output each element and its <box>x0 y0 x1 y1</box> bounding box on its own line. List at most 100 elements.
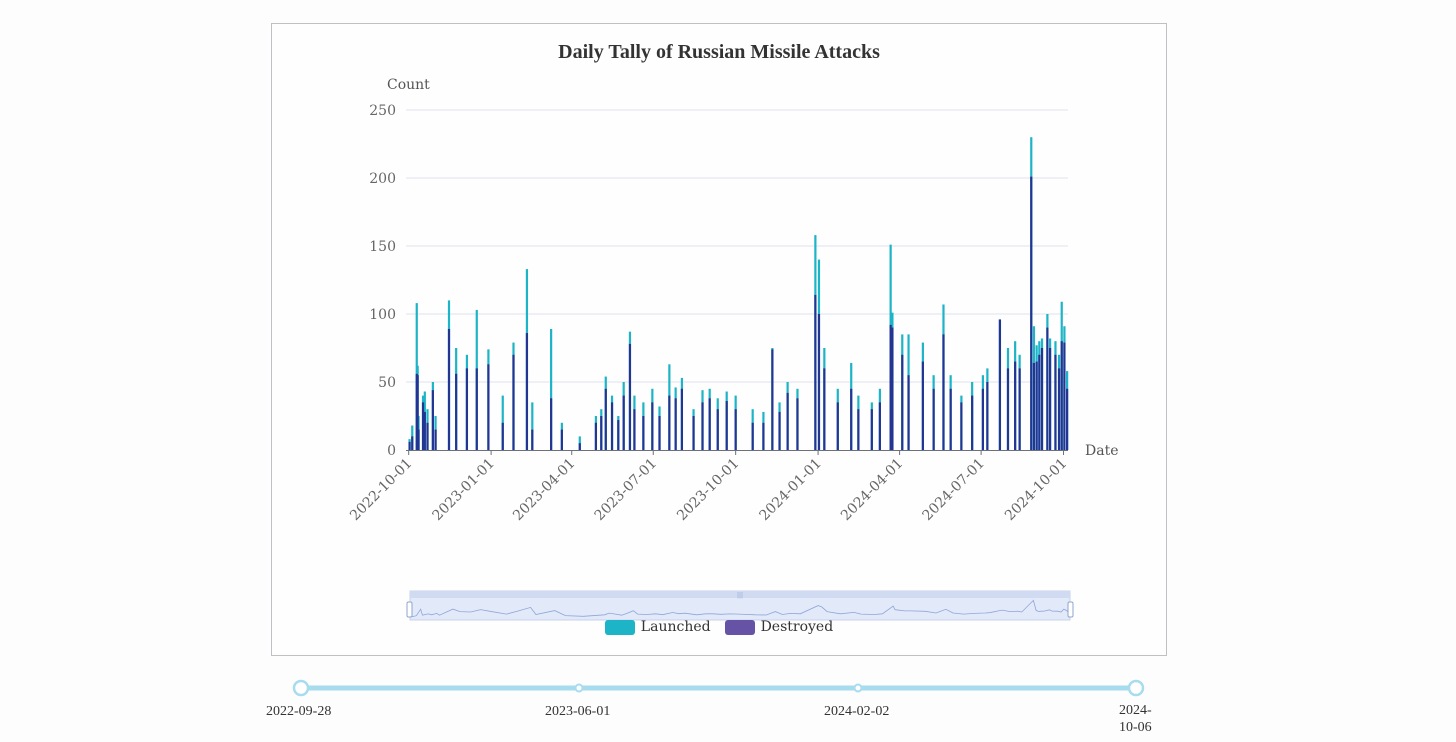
bar-destroyed <box>971 395 974 450</box>
bar-destroyed <box>701 402 704 450</box>
legend-label-destroyed: Destroyed <box>760 619 834 635</box>
bar-destroyed <box>578 443 581 450</box>
zoom-left-handle <box>406 601 413 618</box>
legend: Launched Destroyed <box>272 619 1166 635</box>
bar-destroyed <box>778 411 781 450</box>
y-tick-label: 100 <box>369 307 396 323</box>
bar-destroyed <box>600 416 603 450</box>
bar-destroyed <box>411 436 414 450</box>
bar-destroyed <box>986 382 989 450</box>
timeline-label-end-line1: 2024- <box>1119 703 1152 718</box>
bar-destroyed <box>716 409 719 450</box>
bar-destroyed <box>1006 368 1010 450</box>
bar-destroyed <box>1014 361 1017 450</box>
timeline-label-end-line2: 10-06 <box>1119 720 1152 735</box>
bar-destroyed <box>426 422 429 450</box>
x-tick-label: 2024-07-01 <box>920 456 988 524</box>
bar-destroyed <box>680 388 684 450</box>
bar-destroyed <box>416 375 419 450</box>
bar-destroyed <box>642 416 645 450</box>
bar-destroyed <box>628 343 632 450</box>
grid-lines <box>406 109 1068 383</box>
bar-destroyed <box>525 333 529 450</box>
bar-destroyed <box>1066 388 1069 450</box>
y-tick-label: 50 <box>378 375 396 391</box>
bar-destroyed <box>725 401 728 450</box>
bar-destroyed <box>771 349 774 450</box>
legend-label-launched: Launched <box>640 619 711 635</box>
x-axis-label: Date <box>1085 443 1118 459</box>
bar-destroyed <box>622 395 625 450</box>
bar-launched <box>531 402 534 450</box>
legend-item-destroyed[interactable]: Destroyed <box>724 619 834 635</box>
x-tick-label: 2023-07-01 <box>592 456 660 524</box>
bar-destroyed <box>594 422 598 450</box>
bar-destroyed <box>878 402 881 450</box>
bar-destroyed <box>814 294 817 450</box>
bar-destroyed <box>475 368 478 450</box>
bar-destroyed <box>668 395 671 450</box>
bar-destroyed <box>1040 348 1044 450</box>
bar-destroyed <box>447 328 451 450</box>
legend-swatch-launched <box>604 619 635 635</box>
bar-destroyed <box>651 402 654 450</box>
bar-destroyed <box>1018 368 1021 450</box>
x-tick-label: 2023-01-01 <box>430 456 498 524</box>
bar-destroyed <box>981 388 984 450</box>
y-tick-label: 150 <box>369 239 396 255</box>
bar-destroyed <box>487 364 490 450</box>
bar-destroyed <box>1035 361 1038 450</box>
bar-destroyed <box>891 327 894 450</box>
bars-layer <box>408 137 1069 450</box>
bar-destroyed <box>932 388 935 450</box>
bar-launched <box>550 328 553 450</box>
bar-destroyed <box>423 411 426 450</box>
x-tick-label: 2024-10-01 <box>1002 456 1070 524</box>
bar-destroyed <box>907 375 910 450</box>
zoom-grip-icon: ||| <box>737 592 743 599</box>
bar-destroyed <box>817 314 821 450</box>
bar-destroyed <box>550 398 553 450</box>
y-axis-label: Count <box>387 77 430 93</box>
timeline-label-end: 2024- 10-06 <box>1119 702 1152 736</box>
timeline-label-3: 2024-02-02 <box>824 704 890 719</box>
bar-destroyed <box>617 420 620 450</box>
chart-panel: Daily Tally of Russian Missile Attacks 0… <box>271 23 1167 656</box>
bar-destroyed <box>658 416 661 450</box>
bar-destroyed <box>1057 368 1061 450</box>
x-tick-label: 2022-10-01 <box>347 456 415 524</box>
zoom-preview-line <box>409 599 1071 618</box>
bar-destroyed <box>604 388 607 450</box>
bar-destroyed <box>960 402 963 450</box>
bar-destroyed <box>455 373 458 450</box>
bar-destroyed <box>921 361 924 450</box>
bar-destroyed <box>762 422 765 450</box>
timeline-start-handle[interactable] <box>292 679 310 697</box>
legend-item-launched[interactable]: Launched <box>604 619 711 635</box>
legend-swatch-destroyed <box>724 619 755 635</box>
bar-destroyed <box>708 398 711 450</box>
chart-title: Daily Tally of Russian Missile Attacks <box>558 41 880 63</box>
bar-destroyed <box>560 429 563 450</box>
bar-destroyed <box>1032 362 1036 450</box>
bar-destroyed <box>857 409 860 450</box>
bar-destroyed <box>1030 176 1033 450</box>
bar-destroyed <box>734 409 737 450</box>
bar-destroyed <box>633 409 636 450</box>
timeline-dot[interactable] <box>853 683 863 693</box>
data-zoom-slider[interactable]: ||| <box>406 590 1074 621</box>
bar-destroyed <box>1063 342 1066 450</box>
bar-destroyed <box>786 392 789 450</box>
bar-destroyed <box>796 398 799 450</box>
timeline-end-handle[interactable] <box>1127 679 1145 697</box>
bar-destroyed <box>998 319 1002 450</box>
bar-destroyed <box>1060 341 1063 450</box>
bar-destroyed <box>434 429 437 450</box>
y-tick-label: 250 <box>369 103 396 119</box>
bar-destroyed <box>1038 354 1041 450</box>
timeline-dot[interactable] <box>574 683 584 693</box>
bar-destroyed <box>823 368 826 450</box>
bar-destroyed <box>1054 354 1057 450</box>
